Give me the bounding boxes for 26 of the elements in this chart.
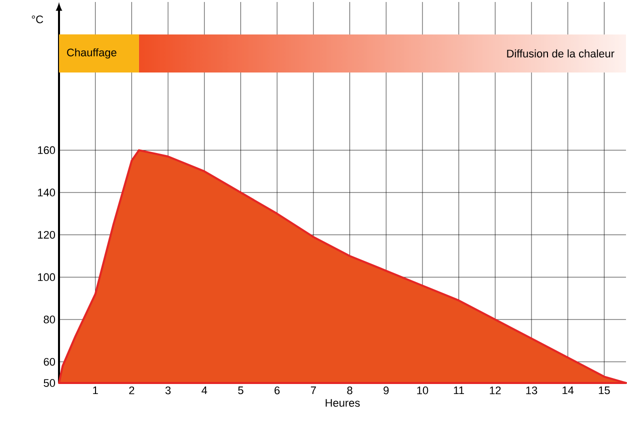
y-axis-title: °C: [32, 15, 44, 24]
y-tick-label: 120: [38, 230, 56, 239]
x-tick-label: 14: [562, 386, 574, 394]
x-tick-label: 12: [490, 386, 501, 394]
x-tick-label: 11: [454, 386, 464, 394]
x-tick-label: 9: [384, 386, 389, 394]
band-label: Chauffage: [67, 48, 116, 59]
x-tick-label: 15: [598, 386, 610, 394]
y-tick-label: 50: [44, 379, 56, 387]
x-axis-title: Heures: [326, 399, 360, 407]
band-label: Diffusion de la chaleur: [507, 49, 614, 58]
x-tick-label: 1: [93, 386, 98, 394]
x-tick-label: 13: [526, 386, 538, 394]
y-tick-label: 80: [44, 316, 56, 324]
x-tick-label: 4: [202, 386, 208, 394]
x-tick-label: 3: [165, 386, 171, 394]
x-tick-label: 5: [238, 386, 244, 394]
y-tick-label: 140: [38, 188, 56, 196]
x-tick-label: 10: [417, 386, 428, 394]
x-tick-label: 8: [347, 386, 352, 394]
y-tick-label: 60: [44, 358, 56, 366]
x-tick-label: 2: [129, 386, 134, 394]
x-tick-label: 6: [274, 386, 280, 394]
y-tick-label: 160: [38, 146, 56, 154]
y-tick-label: 100: [38, 273, 56, 282]
x-tick-label: 7: [310, 386, 316, 394]
